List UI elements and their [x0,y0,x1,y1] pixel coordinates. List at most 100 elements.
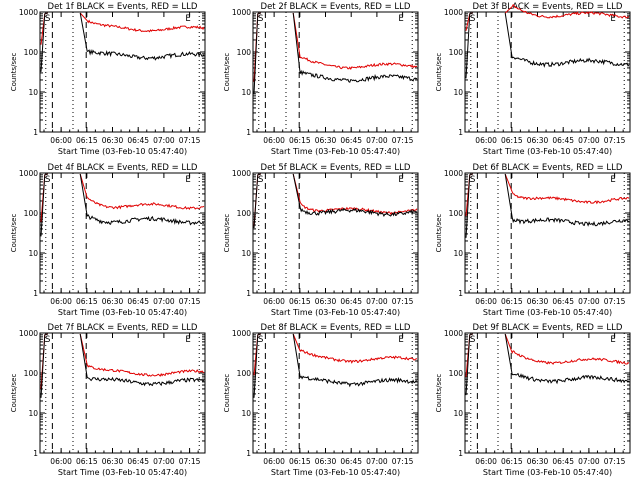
plot-frame [464,11,631,133]
y-tick-label: 1 [246,289,251,298]
x-tick-label: 06:15 [289,457,311,466]
y-tick-label: 10 [28,88,38,97]
chart-panel-4: Det 4f BLACK = Events, RED = LLD Start Ti… [10,163,206,317]
x-tick-label: 06:00 [475,297,497,306]
chart-title: Det 2f BLACK = Events, RED = LLD [261,2,411,12]
y-tick-label: 1000 [232,329,251,338]
plot-frame [464,172,631,294]
x-tick-label: 07:00 [578,457,600,466]
y-axis-label: Counts/sec [223,374,231,413]
x-tick-label: 07:00 [366,457,388,466]
end-marker: E [398,14,403,24]
x-tick-label: 06:15 [501,136,523,145]
series-lld-line [40,173,205,222]
plot-frame [252,11,419,133]
y-tick-label: 100 [449,369,464,378]
y-tick-label: 1000 [444,8,463,17]
chart-panel-8: Det 8f BLACK = Events, RED = LLD Start Ti… [223,323,419,477]
y-axis-label: Counts/sec [223,214,231,253]
y-tick-label: 10 [453,409,463,418]
x-axis-label: Start Time (03-Feb-10 05:47:40) [483,468,612,477]
x-tick-label: 06:45 [127,297,149,306]
end-marker: E [398,175,403,185]
start-marker: S [258,335,263,345]
x-axis-label: Start Time (03-Feb-10 05:47:40) [483,147,612,156]
y-tick-label: 100 [24,48,39,57]
y-tick-label: 10 [453,249,463,258]
series-lld-line [465,173,630,217]
x-tick-label: 07:15 [604,136,626,145]
plot-frame [39,332,206,454]
chart-title: Det 7f BLACK = Events, RED = LLD [48,323,198,333]
y-tick-label: 100 [237,369,252,378]
y-tick-label: 100 [237,48,252,57]
y-tick-label: 10 [241,88,251,97]
x-tick-label: 06:15 [501,457,523,466]
start-marker: S [470,335,475,345]
y-tick-label: 1000 [232,8,251,17]
chart-panel-9: Det 9f BLACK = Events, RED = LLD Start Ti… [435,323,631,477]
x-axis-label: Start Time (03-Feb-10 05:47:40) [271,147,400,156]
y-tick-label: 1 [458,449,463,458]
x-tick-label: 06:45 [552,136,574,145]
y-tick-label: 1 [246,449,251,458]
x-tick-label: 06:45 [552,297,574,306]
x-tick-label: 07:15 [604,457,626,466]
chart-title: Det 4f BLACK = Events, RED = LLD [48,163,198,173]
x-tick-label: 07:15 [604,297,626,306]
x-tick-label: 07:00 [153,457,175,466]
x-tick-label: 06:00 [475,457,497,466]
x-tick-label: 07:15 [179,297,201,306]
y-tick-label: 100 [449,209,464,218]
end-marker: E [185,175,190,185]
x-tick-label: 06:15 [76,136,98,145]
y-tick-label: 1000 [444,169,463,178]
y-tick-label: 1000 [444,329,463,338]
x-tick-label: 07:15 [179,457,201,466]
y-tick-label: 10 [241,409,251,418]
x-axis-label: Start Time (03-Feb-10 05:47:40) [483,308,612,317]
series-events-line [253,333,418,398]
y-axis-label: Counts/sec [435,214,443,253]
start-marker: S [45,14,50,24]
y-tick-label: 100 [449,48,464,57]
x-tick-label: 06:00 [50,136,72,145]
x-tick-label: 06:45 [127,136,149,145]
x-tick-label: 06:30 [315,136,337,145]
series-events-line [465,173,630,238]
x-tick-label: 06:00 [263,136,285,145]
x-tick-label: 06:15 [76,457,98,466]
x-tick-label: 06:15 [501,297,523,306]
x-axis-label: Start Time (03-Feb-10 05:47:40) [58,468,187,477]
plot-frame [39,11,206,133]
x-tick-label: 06:00 [50,297,72,306]
x-tick-label: 06:30 [527,297,549,306]
series-events-line [40,173,205,237]
y-tick-label: 100 [24,369,39,378]
series-events-line [40,12,205,72]
chart-panel-5: Det 5f BLACK = Events, RED = LLD Start Ti… [223,163,419,317]
series-events-line [40,333,205,398]
x-tick-label: 07:00 [578,136,600,145]
start-marker: S [45,335,50,345]
end-marker: E [185,14,190,24]
chart-panel-1: Det 1f BLACK = Events, RED = LLD Start Ti… [10,2,206,156]
start-marker: S [258,175,263,185]
y-tick-label: 10 [28,249,38,258]
end-marker: E [185,335,190,345]
y-tick-label: 1 [458,289,463,298]
x-tick-label: 06:30 [102,297,124,306]
y-axis-label: Counts/sec [10,374,18,413]
chart-title: Det 5f BLACK = Events, RED = LLD [261,163,411,173]
series-lld-line [465,333,630,377]
chart-panel-7: Det 7f BLACK = Events, RED = LLD Start Ti… [10,323,206,477]
x-axis-label: Start Time (03-Feb-10 05:47:40) [58,147,187,156]
x-tick-label: 07:15 [179,136,201,145]
end-marker: E [610,175,615,185]
y-tick-label: 1000 [232,169,251,178]
series-events-line [465,333,630,396]
y-tick-label: 1000 [19,329,38,338]
chart-title: Det 3f BLACK = Events, RED = LLD [473,2,623,12]
x-tick-label: 06:00 [263,457,285,466]
